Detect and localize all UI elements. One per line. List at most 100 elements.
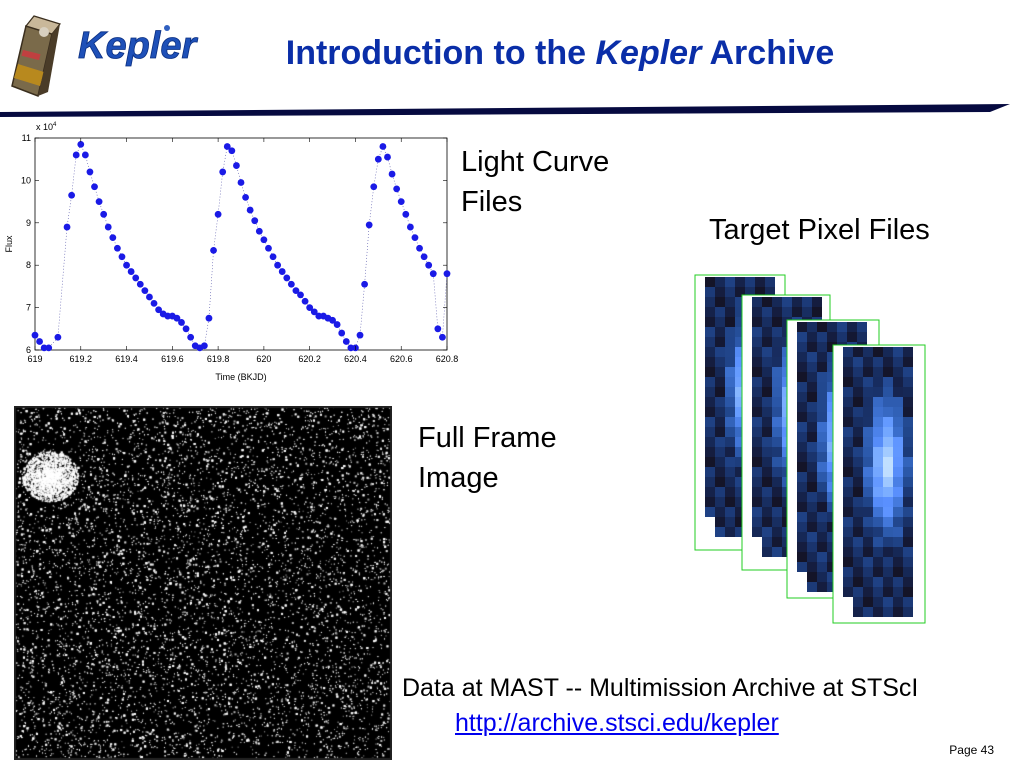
data-point	[132, 274, 140, 282]
data-point	[393, 185, 401, 193]
y-tick-label: 8	[26, 260, 31, 270]
data-point	[36, 338, 43, 345]
data-point	[329, 316, 336, 324]
light-curve-label-line1: Light Curve	[461, 146, 610, 178]
x-tick-label: 620.4	[344, 354, 367, 364]
x-tick-label: 620	[256, 354, 271, 364]
data-point	[251, 217, 259, 225]
y-tick-label: 9	[26, 218, 31, 228]
plot-frame	[34, 137, 448, 351]
data-point	[397, 198, 405, 205]
target-pixel-label: Target Pixel Files	[709, 214, 930, 246]
data-point	[81, 151, 89, 159]
full-frame-image	[14, 406, 392, 760]
data-point	[200, 342, 208, 350]
x-tick-label: 620.6	[390, 354, 413, 364]
data-point	[333, 321, 341, 328]
data-point	[63, 223, 71, 231]
data-point	[72, 151, 80, 159]
light-curve-label: Light Curve Files	[461, 142, 661, 222]
data-point	[370, 183, 378, 191]
data-point	[379, 143, 387, 150]
data-point	[384, 153, 391, 161]
data-point	[255, 227, 263, 235]
title-italic: Kepler	[595, 34, 702, 72]
data-point	[205, 314, 213, 322]
data-point	[91, 183, 98, 191]
data-point	[237, 179, 245, 186]
data-point	[219, 168, 227, 176]
full-frame-label: Full Frame Image	[418, 418, 618, 498]
data-point	[310, 308, 318, 316]
x-tick-label: 619.8	[207, 354, 230, 364]
data-point	[214, 210, 222, 218]
data-point	[246, 206, 254, 214]
y-tick-label: 6	[26, 345, 31, 355]
target-pixel-frame	[832, 344, 926, 624]
data-point	[420, 253, 428, 261]
y-multiplier-label: x 104	[36, 122, 57, 132]
data-point	[306, 304, 314, 311]
data-point	[104, 223, 112, 231]
data-point	[127, 268, 135, 275]
kepler-logo: Kepler	[11, 15, 199, 98]
data-point	[68, 191, 76, 199]
data-point	[265, 244, 272, 252]
data-point	[274, 261, 282, 269]
data-point	[150, 299, 158, 307]
data-point	[374, 155, 382, 163]
slide-title: Introduction to the Kepler Archive	[210, 34, 910, 73]
data-point	[173, 314, 181, 322]
page-number: Page 43	[949, 743, 994, 757]
data-point	[402, 210, 410, 218]
y-axis-label: Flux	[4, 235, 14, 253]
full-frame-label-line2: Image	[418, 462, 499, 494]
data-point	[342, 338, 350, 345]
data-point	[141, 287, 149, 295]
data-point	[178, 319, 185, 326]
data-point	[338, 329, 346, 337]
data-point	[292, 287, 300, 295]
data-point	[242, 193, 249, 201]
data-point	[223, 143, 231, 150]
data-point	[416, 244, 423, 252]
data-point	[123, 261, 130, 269]
title-prefix: Introduction to the	[285, 34, 596, 72]
data-point	[388, 170, 396, 178]
light-curve-label-line2: Files	[461, 186, 523, 218]
data-point	[182, 325, 190, 333]
data-point	[233, 162, 240, 169]
data-point	[95, 198, 103, 205]
data-point	[361, 280, 368, 288]
kepler-archive-link[interactable]: http://archive.stsci.edu/kepler	[455, 709, 779, 737]
data-point	[365, 221, 373, 229]
data-point	[45, 344, 53, 352]
data-point	[146, 293, 153, 301]
x-tick-label: 619	[27, 354, 42, 364]
title-divider	[0, 104, 1010, 117]
data-point	[155, 306, 163, 314]
data-point	[269, 253, 277, 261]
y-tick-label: 11	[22, 133, 31, 143]
data-point	[439, 333, 446, 341]
spacecraft-icon	[11, 15, 62, 98]
mast-text: Data at MAST -- Multimission Archive at …	[402, 674, 919, 702]
x-tick-label: 620.8	[436, 354, 459, 364]
data-point	[136, 280, 144, 288]
data-point	[31, 331, 39, 339]
data-point	[86, 168, 94, 176]
data-point	[114, 244, 121, 252]
title-suffix: Archive	[701, 34, 835, 72]
x-tick-label: 619.2	[70, 354, 93, 364]
x-tick-label: 619.4	[115, 354, 138, 364]
y-tick-label: 7	[26, 303, 31, 313]
x-tick-label: 619.6	[161, 354, 184, 364]
kepler-logo-text: Kepler	[78, 25, 198, 67]
data-point	[297, 291, 304, 299]
data-point	[228, 147, 236, 155]
light-curve-chart: 619 619.2 619.4 619.6 619.8 620 620.2 620.4 620.…	[4, 122, 459, 382]
data-point	[356, 331, 364, 339]
data-point	[210, 246, 217, 254]
x-tick-label: 620.2	[298, 354, 321, 364]
data-point	[443, 270, 451, 278]
